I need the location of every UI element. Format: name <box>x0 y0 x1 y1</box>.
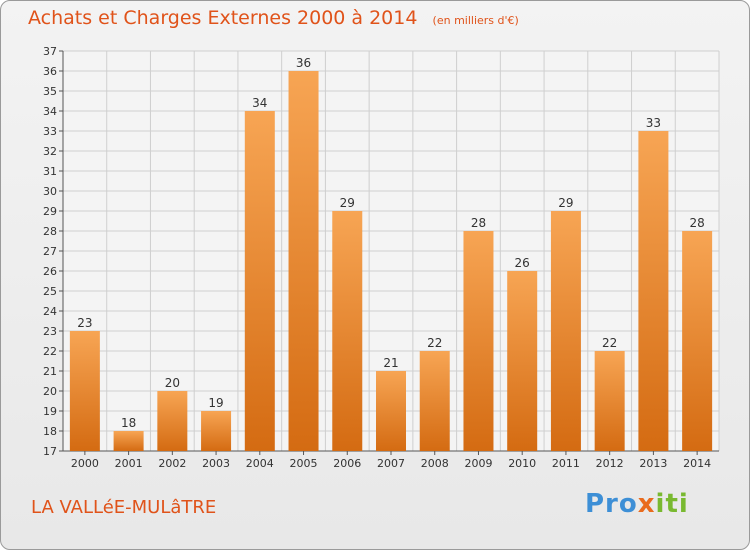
y-tick-label: 36 <box>43 65 57 78</box>
bar-2010 <box>507 271 538 451</box>
y-tick-label: 26 <box>43 265 57 278</box>
x-tick-label-2003: 2003 <box>202 457 230 470</box>
data-label-2003: 19 <box>208 396 223 410</box>
bar-2005 <box>288 71 319 451</box>
bar-2014 <box>682 231 713 451</box>
y-tick-label: 34 <box>43 105 57 118</box>
y-tick-label: 18 <box>43 425 57 438</box>
labels: 17 18 19 20 21 22 23 24 25 26 27 28 29 30 31 32 33 34 35 36… <box>43 45 711 470</box>
x-tick-label-2006: 2006 <box>333 457 361 470</box>
data-label-2011: 29 <box>558 196 573 210</box>
bar-2011 <box>550 211 581 451</box>
logo-part-3: iti <box>655 489 689 519</box>
bar-2013 <box>638 131 669 451</box>
y-tick-label: 27 <box>43 245 57 258</box>
chart-title: Achats et Charges Externes 2000 à 2014 <box>28 7 418 29</box>
x-tick-label-2008: 2008 <box>421 457 449 470</box>
y-tick-label: 28 <box>43 225 57 238</box>
x-tick-label-2011: 2011 <box>552 457 580 470</box>
logo-part-2: x <box>637 489 656 519</box>
x-tick-label-2001: 2001 <box>115 457 143 470</box>
data-label-2002: 20 <box>165 376 180 390</box>
y-tick-label: 24 <box>43 305 57 318</box>
proxiti-logo: Proxiti <box>585 489 689 519</box>
y-tick-label: 22 <box>43 345 57 358</box>
data-label-2007: 21 <box>383 356 398 370</box>
data-label-2012: 22 <box>602 336 617 350</box>
bar-2001 <box>113 431 144 451</box>
y-tick-label: 32 <box>43 145 57 158</box>
town-name: LA VALLéE-MULâTRE <box>31 497 217 518</box>
data-label-2009: 28 <box>471 216 486 230</box>
x-tick-label-2007: 2007 <box>377 457 405 470</box>
y-tick-label: 30 <box>43 185 57 198</box>
bar-2002 <box>157 391 188 451</box>
bar-2004 <box>244 111 275 451</box>
data-label-2008: 22 <box>427 336 442 350</box>
data-label-2006: 29 <box>340 196 355 210</box>
chart-subtitle: (en milliers d'€) <box>432 14 519 27</box>
data-label-2005: 36 <box>296 56 311 70</box>
data-label-2013: 33 <box>646 116 661 130</box>
bars <box>69 71 713 451</box>
x-tick-label-2005: 2005 <box>290 457 318 470</box>
y-tick-label: 29 <box>43 205 57 218</box>
y-tick-label: 31 <box>43 165 57 178</box>
x-tick-label-2014: 2014 <box>683 457 711 470</box>
y-tick-label: 23 <box>43 325 57 338</box>
x-tick-label-2002: 2002 <box>158 457 186 470</box>
bar-2007 <box>376 371 406 451</box>
data-label-2010: 26 <box>515 256 530 270</box>
x-tick-label-2000: 2000 <box>71 457 99 470</box>
bar-2000 <box>69 331 100 451</box>
x-tick-label-2012: 2012 <box>596 457 624 470</box>
logo-part-1: Pro <box>585 489 638 519</box>
y-tick-label: 33 <box>43 125 57 138</box>
y-tick-label: 20 <box>43 385 57 398</box>
y-tick-label: 25 <box>43 285 57 298</box>
title-bar: Achats et Charges Externes 2000 à 2014 (… <box>28 7 519 29</box>
y-tick-label: 21 <box>43 365 57 378</box>
x-tick-label-2009: 2009 <box>464 457 492 470</box>
y-tick-label: 35 <box>43 85 57 98</box>
data-label-2014: 28 <box>689 216 704 230</box>
y-tick-label: 17 <box>43 445 57 458</box>
data-label-2001: 18 <box>121 416 136 430</box>
y-tick-label: 19 <box>43 405 57 418</box>
data-label-2000: 23 <box>77 316 92 330</box>
bar-2012 <box>594 351 625 451</box>
bar-2003 <box>201 411 232 451</box>
bar-2006 <box>332 211 363 451</box>
bar-2009 <box>463 231 494 451</box>
x-tick-label-2013: 2013 <box>639 457 667 470</box>
x-tick-label-2010: 2010 <box>508 457 536 470</box>
bar-2008 <box>419 351 450 451</box>
data-label-2004: 34 <box>252 96 267 110</box>
y-tick-label: 37 <box>43 45 57 58</box>
x-tick-label-2004: 2004 <box>246 457 274 470</box>
